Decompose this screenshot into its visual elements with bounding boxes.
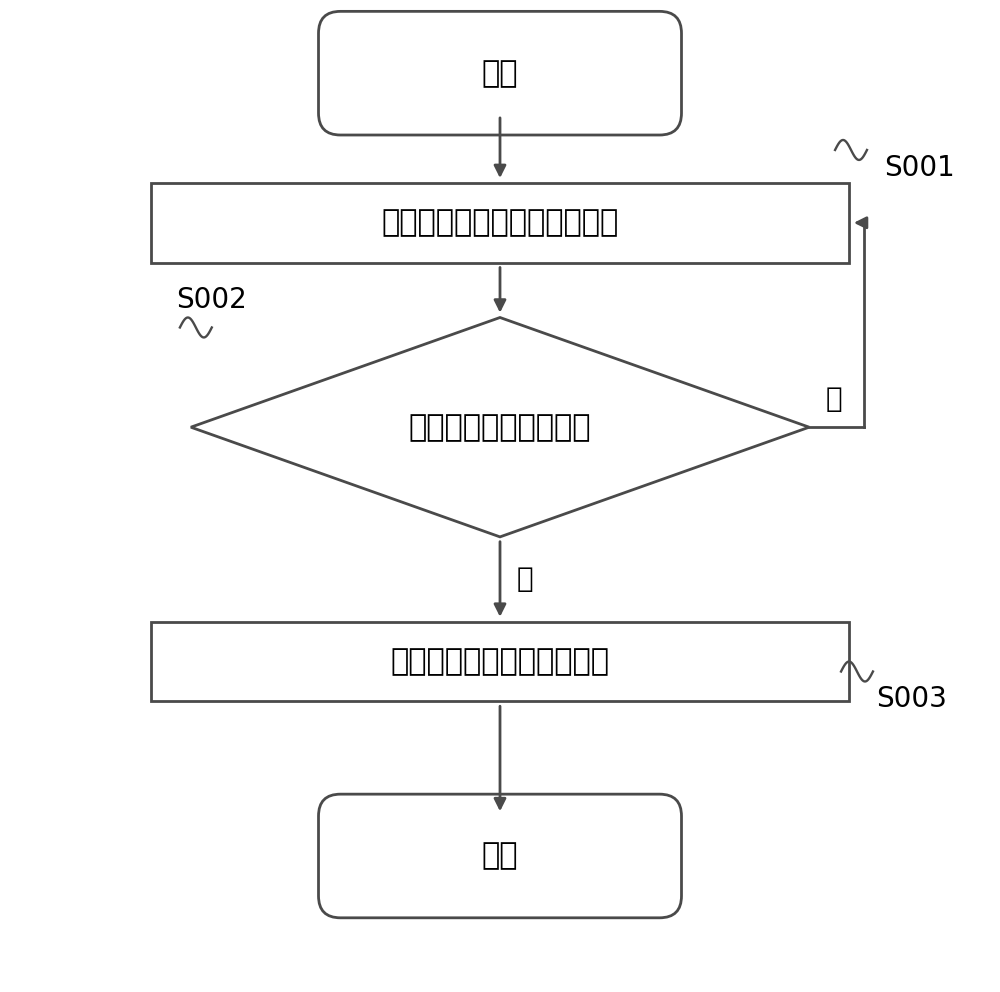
Text: S003: S003 [876, 685, 947, 713]
Bar [151, 622, 849, 701]
Text: S001: S001 [884, 154, 955, 182]
FancyBboxPatch shape [319, 795, 681, 918]
Text: 否: 否 [826, 385, 842, 414]
FancyBboxPatch shape [319, 11, 681, 135]
Bar [151, 183, 849, 263]
Text: 根据触发信号生成动态密码: 根据触发信号生成动态密码 [391, 647, 610, 676]
Text: S002: S002 [176, 286, 247, 313]
Text: 判断触发信号是否有效: 判断触发信号是否有效 [409, 413, 591, 441]
Text: 开始: 开始 [482, 59, 518, 87]
Text: 结束: 结束 [482, 841, 518, 871]
Text: 是: 是 [517, 565, 533, 593]
Polygon shape [191, 317, 809, 537]
Text: 接收振动开关产生的触发信号: 接收振动开关产生的触发信号 [381, 208, 619, 237]
